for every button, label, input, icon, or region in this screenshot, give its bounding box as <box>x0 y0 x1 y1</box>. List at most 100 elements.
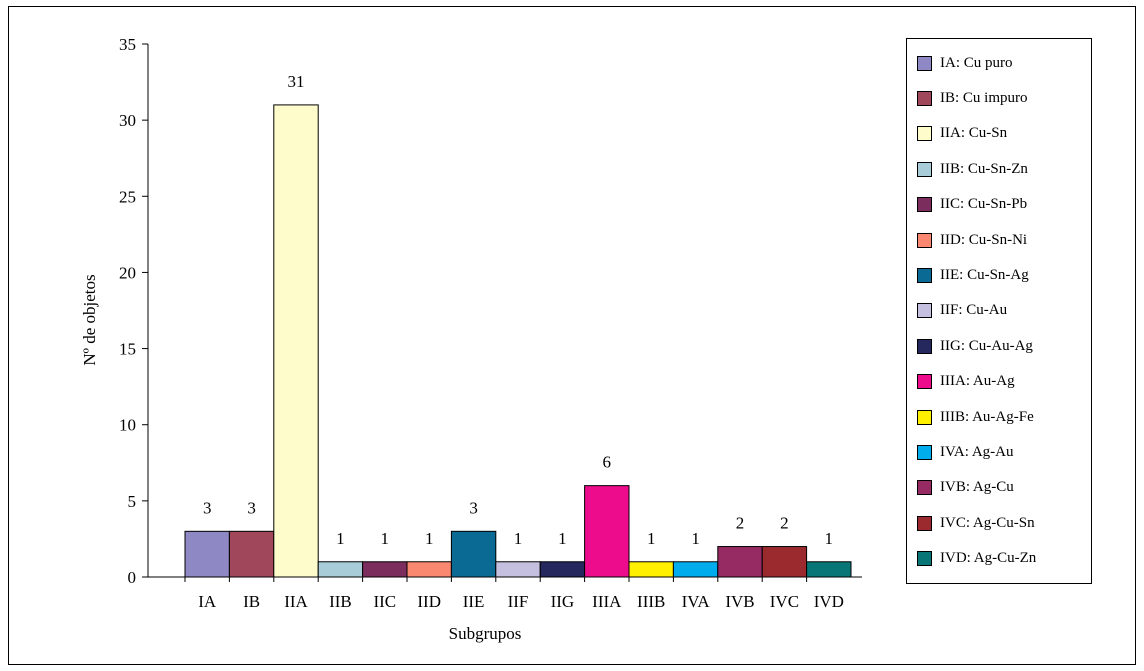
legend-label: IIA: Cu-Sn <box>940 125 1008 142</box>
legend-label: IVB: Ag-Cu <box>940 479 1014 496</box>
legend-label: IIIB: Au-Ag-Fe <box>940 408 1034 425</box>
x-tick-label-ia: IA <box>198 592 217 611</box>
bar-iie <box>450 530 497 578</box>
x-tick-label-iid: IID <box>417 592 441 611</box>
bar-ib <box>228 530 275 578</box>
data-label-iig: 1 <box>558 529 567 548</box>
y-tick-label: 30 <box>119 111 136 130</box>
x-tick-label-iiia: IIIA <box>592 592 622 611</box>
data-label-iif: 1 <box>514 529 523 548</box>
y-tick-label: 35 <box>119 35 136 54</box>
legend-item: IIIA: Au-Ag <box>917 372 1015 392</box>
bar-iiib <box>628 561 674 578</box>
legend-item: IA: Cu puro <box>917 53 1013 73</box>
legend-label: IVC: Ag-Cu-Sn <box>940 514 1035 531</box>
x-tick-label-ivd: IVD <box>814 592 844 611</box>
bar-iia <box>273 104 319 578</box>
y-tick-label: 25 <box>119 187 136 206</box>
legend-item: IIG: Cu-Au-Ag <box>917 336 1033 356</box>
legend-swatch <box>917 515 932 531</box>
bar-iiia <box>584 485 630 578</box>
data-label-iie: 3 <box>469 498 478 517</box>
data-label-ivc: 2 <box>780 514 789 533</box>
data-label-ivb: 2 <box>736 514 745 533</box>
y-axis-title: Nº de objetos <box>80 274 99 365</box>
x-tick-label-iif: IIF <box>508 592 529 611</box>
chart-legend: IA: Cu puro IB: Cu impuro IIA: Cu-Sn IIB: C… <box>906 38 1092 584</box>
chart-bars <box>184 104 852 578</box>
legend-swatch <box>917 267 932 283</box>
legend-label: IIF: Cu-Au <box>940 302 1008 319</box>
x-tick-label-ivc: IVC <box>770 592 799 611</box>
x-tick-label-iie: IIE <box>463 592 485 611</box>
legend-item: IVD: Ag-Cu-Zn <box>917 549 1036 569</box>
legend-label: IB: Cu impuro <box>940 89 1028 106</box>
legend-swatch <box>917 303 932 319</box>
legend-item: IIF: Cu-Au <box>917 301 1007 321</box>
x-tick-label-iig: IIG <box>551 592 575 611</box>
legend-item: IIE: Cu-Sn-Ag <box>917 265 1029 285</box>
legend-item: IIIB: Au-Ag-Fe <box>917 407 1034 427</box>
legend-swatch <box>917 409 932 425</box>
legend-label: IIG: Cu-Au-Ag <box>940 337 1033 354</box>
legend-swatch <box>917 480 932 496</box>
data-label-iid: 1 <box>425 529 434 548</box>
data-label-iva: 1 <box>691 529 700 548</box>
legend-label: IVD: Ag-Cu-Zn <box>940 550 1037 567</box>
bar-iva <box>672 561 719 578</box>
legend-item: IIB: Cu-Sn-Zn <box>917 159 1028 179</box>
bar-ia <box>184 530 230 578</box>
legend-swatch <box>917 90 932 106</box>
legend-label: IIIA: Au-Ag <box>940 373 1015 390</box>
legend-swatch <box>917 551 932 567</box>
legend-item: IVC: Ag-Cu-Sn <box>917 513 1035 533</box>
legend-swatch <box>917 374 932 390</box>
legend-swatch <box>917 197 932 213</box>
legend-item: IVA: Ag-Au <box>917 442 1013 462</box>
legend-item: IID: Cu-Sn-Ni <box>917 230 1027 250</box>
bar-ivd <box>806 561 852 578</box>
data-label-ia: 3 <box>203 498 212 517</box>
x-tick-label-iiib: IIIB <box>637 592 665 611</box>
bar-iif <box>495 561 541 578</box>
y-tick-label: 10 <box>119 416 136 435</box>
bar-ivc <box>761 546 808 578</box>
x-tick-label-ib: IB <box>243 592 260 611</box>
x-tick-label-iib: IIB <box>329 592 352 611</box>
bar-ivb <box>717 546 763 578</box>
x-tick-label-iva: IVA <box>682 592 711 611</box>
y-tick-label: 0 <box>128 568 137 587</box>
legend-label: IA: Cu puro <box>940 54 1013 71</box>
data-label-iib: 1 <box>336 529 345 548</box>
bar-iig <box>539 561 586 578</box>
legend-item: IB: Cu impuro <box>917 88 1028 108</box>
bar-iid <box>406 561 452 578</box>
legend-item: IIA: Cu-Sn <box>917 124 1007 144</box>
legend-swatch <box>917 232 932 248</box>
data-label-ib: 3 <box>247 498 256 517</box>
data-label-iiib: 1 <box>647 529 656 548</box>
x-axis-title: Subgrupos <box>449 624 522 643</box>
bar-iic <box>362 561 408 578</box>
data-label-ivd: 1 <box>825 529 834 548</box>
y-tick-label: 20 <box>119 263 136 282</box>
legend-swatch <box>917 338 932 354</box>
legend-swatch <box>917 444 932 460</box>
data-label-iic: 1 <box>381 529 390 548</box>
x-tick-label-iic: IIC <box>373 592 396 611</box>
y-tick-label: 5 <box>128 492 137 511</box>
data-label-iiia: 6 <box>603 453 612 472</box>
legend-swatch <box>917 55 932 71</box>
legend-swatch <box>917 161 932 177</box>
y-tick-label: 15 <box>119 340 136 359</box>
legend-item: IVB: Ag-Cu <box>917 478 1014 498</box>
x-tick-label-ivb: IVB <box>725 592 754 611</box>
data-label-iia: 31 <box>288 72 305 91</box>
legend-label: IVA: Ag-Au <box>940 443 1014 460</box>
legend-label: IIC: Cu-Sn-Pb <box>940 196 1028 213</box>
chart-labels: 3 IA 3 IB 31 IIA 1 IIB 1 IIC 1 IID 3 IIE 1 IIF 1 IIG 6 IIIA… <box>198 72 844 611</box>
chart-axes: 0 5 10 15 20 25 30 35 <box>119 35 862 587</box>
legend-swatch <box>917 126 932 142</box>
x-tick-label-iia: IIA <box>284 592 308 611</box>
